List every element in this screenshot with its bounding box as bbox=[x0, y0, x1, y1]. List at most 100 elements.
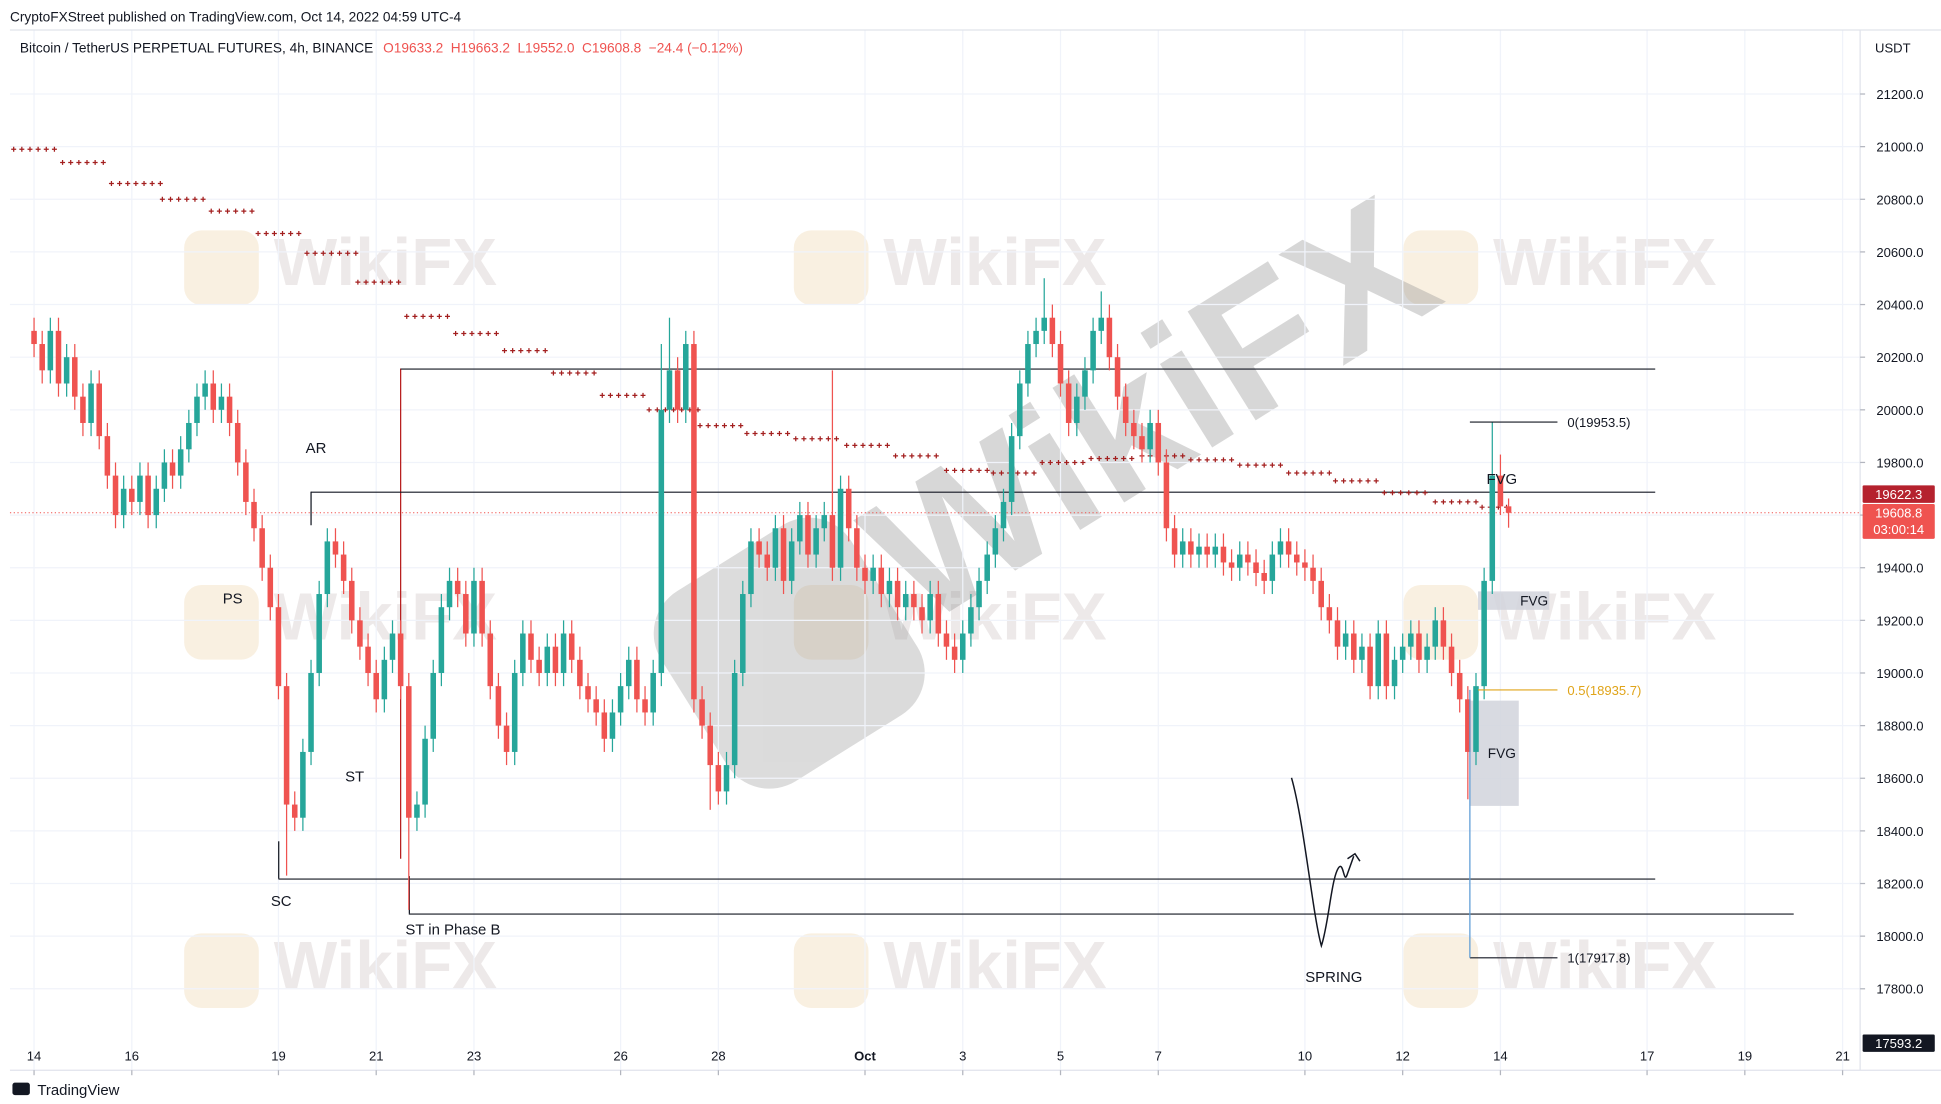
sar-dots bbox=[893, 453, 939, 459]
y-tick-label: 20400.0 bbox=[1876, 298, 1923, 313]
x-tick-label: 14 bbox=[27, 1048, 42, 1063]
candle-body bbox=[218, 396, 225, 410]
candle-body bbox=[1399, 646, 1406, 660]
candle-body bbox=[226, 396, 233, 423]
candle-body bbox=[1049, 317, 1056, 345]
watermark-logo bbox=[184, 933, 259, 1009]
ohlc-close: C19608.8 bbox=[582, 40, 642, 55]
candle-body bbox=[617, 686, 624, 713]
candle-body bbox=[186, 422, 192, 450]
candle-body bbox=[813, 528, 819, 555]
sar-dots bbox=[159, 196, 206, 202]
candle-body bbox=[1334, 620, 1341, 647]
watermark-text: WikiFX bbox=[1493, 225, 1717, 300]
chart-title: Bitcoin / TetherUS PERPETUAL FUTURES, 4h… bbox=[20, 40, 743, 55]
candle-body bbox=[1473, 686, 1479, 752]
candle-body bbox=[389, 633, 396, 660]
countdown: 03:00:14 bbox=[1873, 522, 1924, 537]
candle-body bbox=[177, 449, 184, 476]
candle-body bbox=[80, 396, 86, 423]
candle-body bbox=[625, 659, 632, 687]
candle-body bbox=[691, 344, 697, 700]
candle-body bbox=[340, 554, 347, 581]
x-tick-label: 21 bbox=[369, 1048, 384, 1063]
candle-body bbox=[1326, 607, 1333, 621]
candle-body bbox=[234, 422, 241, 463]
sar-dots bbox=[355, 279, 402, 285]
y-tick-label: 18000.0 bbox=[1876, 929, 1923, 944]
candle-body bbox=[1212, 546, 1219, 555]
candle-body bbox=[291, 804, 298, 818]
candle-body bbox=[55, 330, 62, 384]
candle-body bbox=[748, 541, 754, 595]
x-tick-label: 26 bbox=[613, 1048, 628, 1063]
footer-logo: TradingView bbox=[12, 1082, 120, 1099]
candle-body bbox=[1122, 396, 1129, 423]
candle-body bbox=[1017, 383, 1023, 437]
candle-body bbox=[1236, 554, 1243, 568]
candle-body bbox=[1204, 546, 1210, 555]
watermark-text: WikiFX bbox=[1493, 928, 1717, 1003]
candle-body bbox=[1171, 528, 1178, 555]
y-tick-label: 21000.0 bbox=[1876, 140, 1923, 155]
candle-body bbox=[283, 686, 290, 805]
candle-body bbox=[137, 475, 143, 502]
candle-body bbox=[568, 633, 575, 660]
candle-body bbox=[96, 383, 102, 437]
candle-body bbox=[348, 580, 355, 621]
annotation: AR bbox=[306, 440, 327, 457]
candle-body bbox=[153, 488, 160, 516]
candle-body bbox=[976, 580, 982, 608]
candle-body bbox=[805, 515, 811, 555]
x-tick-label: 28 bbox=[711, 1048, 726, 1063]
candle-body bbox=[642, 699, 648, 713]
sar-dots bbox=[1332, 478, 1379, 484]
candle-body bbox=[210, 383, 217, 410]
y-tick-label: 18400.0 bbox=[1876, 824, 1923, 839]
candle-body bbox=[1391, 659, 1398, 687]
candle-body bbox=[1098, 317, 1105, 331]
price-label: 17593.2 bbox=[1875, 1036, 1922, 1051]
x-tick-label: 3 bbox=[959, 1048, 966, 1063]
candle-body bbox=[1342, 633, 1349, 647]
sar-dots bbox=[1432, 499, 1479, 505]
candle-body bbox=[129, 488, 135, 502]
candle-body bbox=[1000, 501, 1007, 529]
candle-body bbox=[1196, 546, 1202, 555]
candle-body bbox=[316, 594, 322, 673]
candle-body bbox=[544, 646, 551, 673]
price-label-box bbox=[1862, 485, 1935, 503]
candle-body bbox=[202, 383, 208, 397]
fvg-label: FVG bbox=[1520, 594, 1548, 609]
candle-body bbox=[487, 633, 494, 687]
sar-dots bbox=[697, 423, 744, 429]
candle-body bbox=[992, 528, 999, 555]
y-tick-label: 19800.0 bbox=[1876, 455, 1923, 470]
candle-body bbox=[609, 712, 616, 739]
ohlc-change: −24.4 (−0.12%) bbox=[649, 40, 743, 55]
watermark-logo bbox=[793, 933, 869, 1009]
candle-body bbox=[1261, 572, 1267, 581]
candle-body bbox=[1008, 436, 1015, 502]
sar-dots bbox=[1286, 470, 1332, 476]
candle-body bbox=[821, 515, 828, 529]
symbol: Bitcoin / TetherUS PERPETUAL FUTURES, 4h… bbox=[20, 40, 373, 55]
candle-body bbox=[552, 646, 559, 673]
candle-body bbox=[31, 330, 37, 345]
candle-body bbox=[88, 383, 94, 423]
fib-label: 1(17917.8) bbox=[1567, 951, 1630, 966]
y-tick-label: 20000.0 bbox=[1876, 403, 1923, 418]
candle-body bbox=[1408, 633, 1414, 647]
candle-body bbox=[756, 541, 762, 555]
watermark-logo bbox=[793, 230, 869, 306]
candle-body bbox=[194, 396, 200, 423]
annotation: SC bbox=[271, 893, 292, 910]
candle-body bbox=[251, 501, 257, 529]
candle-body bbox=[715, 765, 722, 792]
fvg-box bbox=[1478, 591, 1550, 610]
candle-body bbox=[1065, 383, 1072, 423]
candle-body bbox=[332, 541, 339, 555]
y-axis-label: USDT bbox=[1875, 40, 1911, 55]
candle-body bbox=[894, 580, 901, 608]
